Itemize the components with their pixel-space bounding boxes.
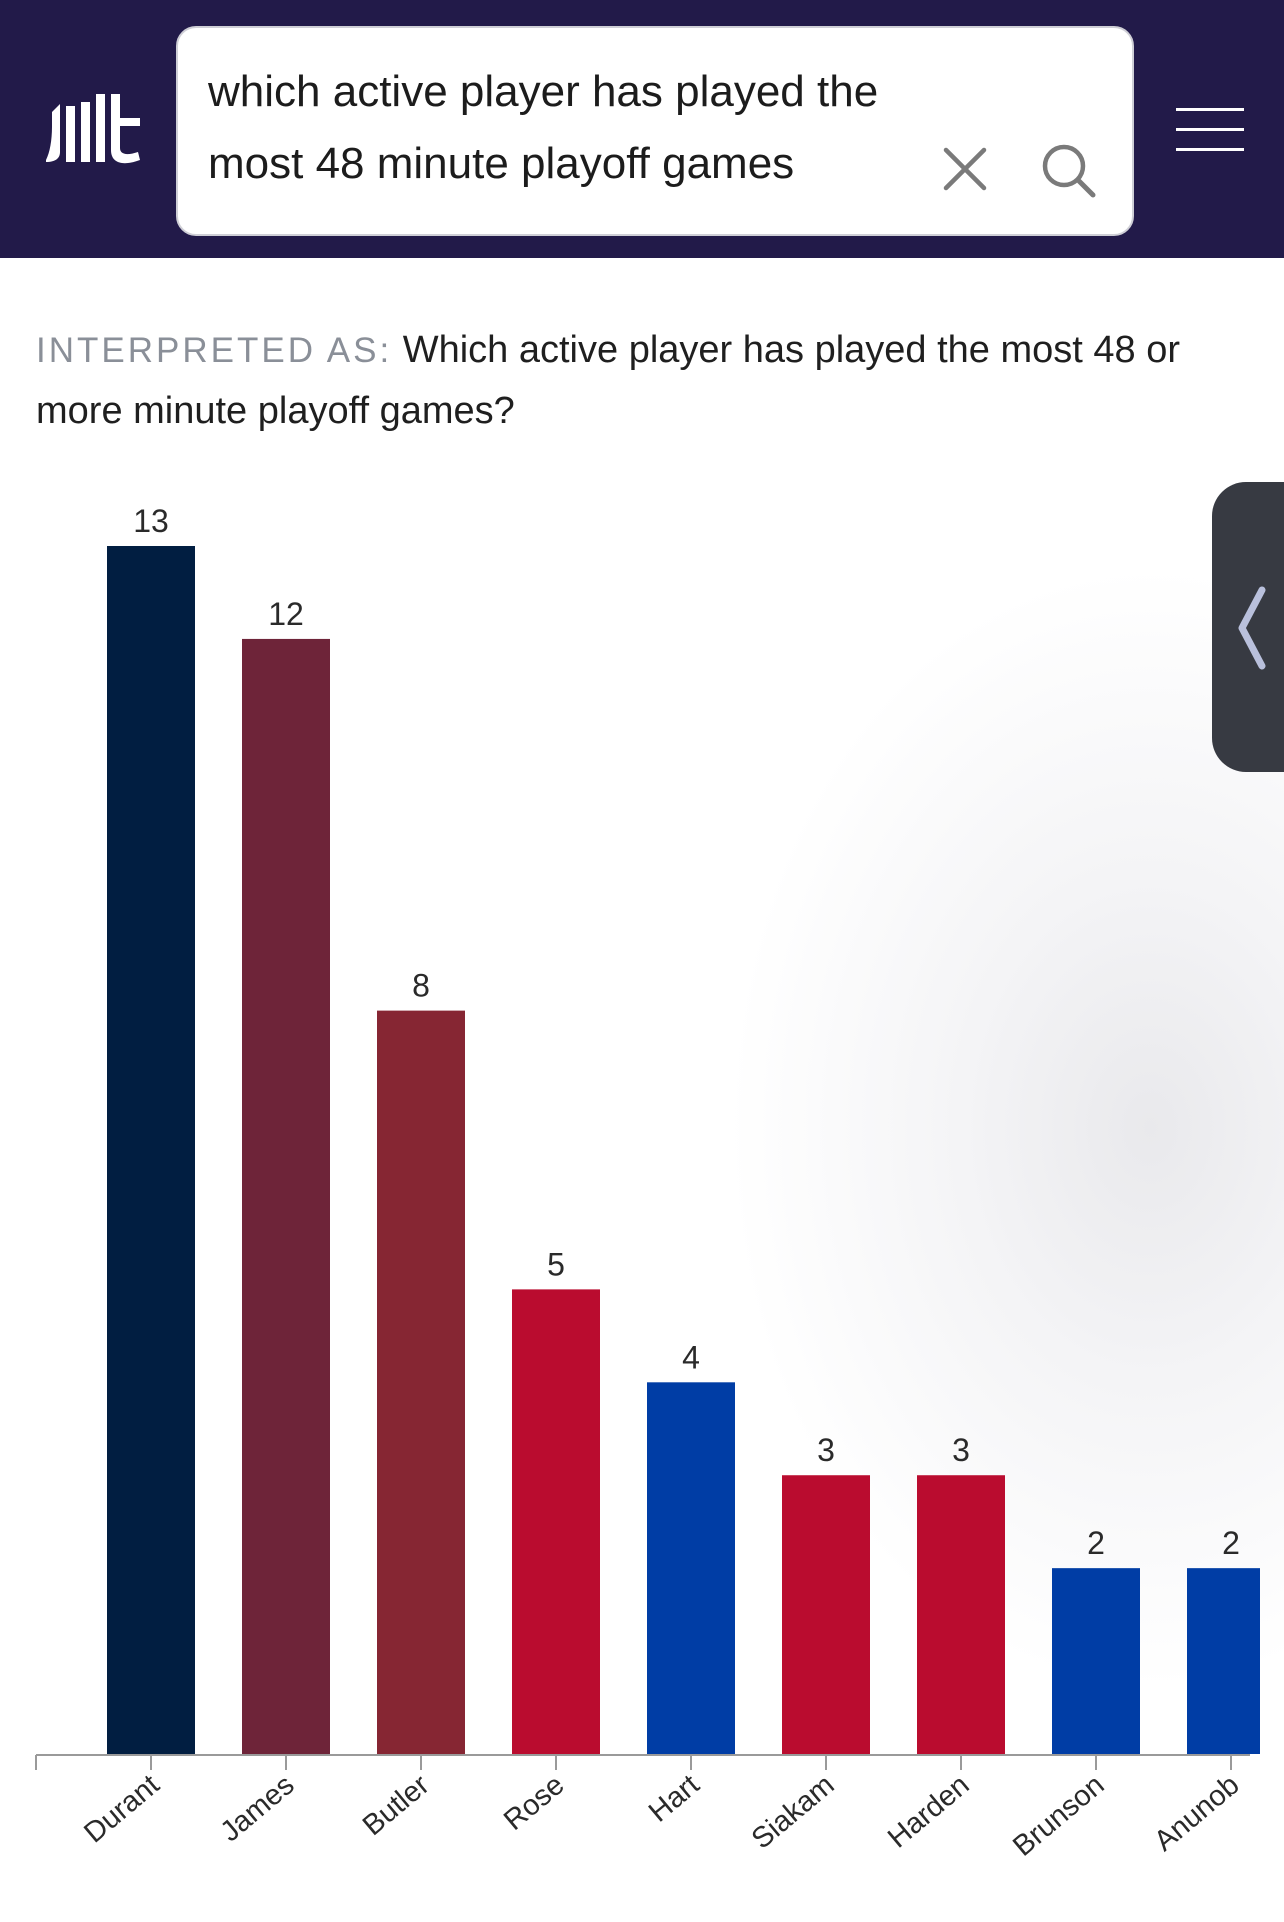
search-icon[interactable] — [1040, 142, 1098, 200]
data-label: 3 — [817, 1432, 835, 1468]
bar-durant[interactable] — [107, 546, 195, 1754]
bar-harden[interactable] — [917, 1475, 1005, 1754]
bar-butler[interactable] — [377, 1010, 465, 1754]
data-label: 2 — [1222, 1525, 1240, 1561]
x-tick-label: Butler — [357, 1769, 436, 1842]
bar-rose[interactable] — [512, 1289, 600, 1754]
interpreted-as-label: INTERPRETED AS: — [36, 331, 393, 370]
search-box[interactable]: which active player has played the most … — [176, 26, 1134, 236]
x-tick-label: Durant — [78, 1769, 165, 1849]
bar-james[interactable] — [242, 638, 330, 1754]
x-tick-label: Brunson — [1007, 1769, 1110, 1863]
chevron-left-icon — [1238, 586, 1266, 670]
bar-siakam[interactable] — [782, 1475, 870, 1754]
hamburger-menu-icon[interactable] — [1176, 106, 1244, 154]
bar-anunob[interactable] — [1187, 1568, 1260, 1754]
side-panel-toggle[interactable] — [1212, 482, 1284, 772]
top-bar: which active player has played the most … — [0, 0, 1284, 258]
interpreted-question: Which active player has played the most … — [36, 329, 1181, 432]
search-input[interactable]: which active player has played the most … — [208, 67, 879, 188]
data-label: 8 — [412, 968, 430, 1004]
x-tick-label: Anunob — [1148, 1769, 1245, 1858]
x-tick-label: Siakam — [746, 1769, 841, 1856]
data-label: 2 — [1087, 1525, 1105, 1561]
data-label: 4 — [682, 1339, 700, 1375]
close-icon[interactable] — [940, 144, 990, 194]
x-tick-label: Hart — [643, 1769, 706, 1829]
the-athletic-logo-icon[interactable] — [40, 90, 148, 170]
data-label: 13 — [133, 503, 169, 539]
data-label: 3 — [952, 1432, 970, 1468]
data-label: 5 — [547, 1246, 565, 1282]
x-tick-label: Rose — [498, 1769, 570, 1837]
data-label: 12 — [268, 596, 304, 632]
bar-chart: 13 Durant 12 James 8 Butler 5 Rose 4 Hart 3 Siakam 3… — [35, 503, 1260, 1863]
x-tick-label: Harden — [882, 1769, 975, 1855]
bar-hart[interactable] — [647, 1382, 735, 1754]
bar-brunson[interactable] — [1052, 1568, 1140, 1754]
x-tick-label: James — [214, 1769, 300, 1848]
interpretation: INTERPRETED AS: Which active player has … — [36, 320, 1236, 441]
